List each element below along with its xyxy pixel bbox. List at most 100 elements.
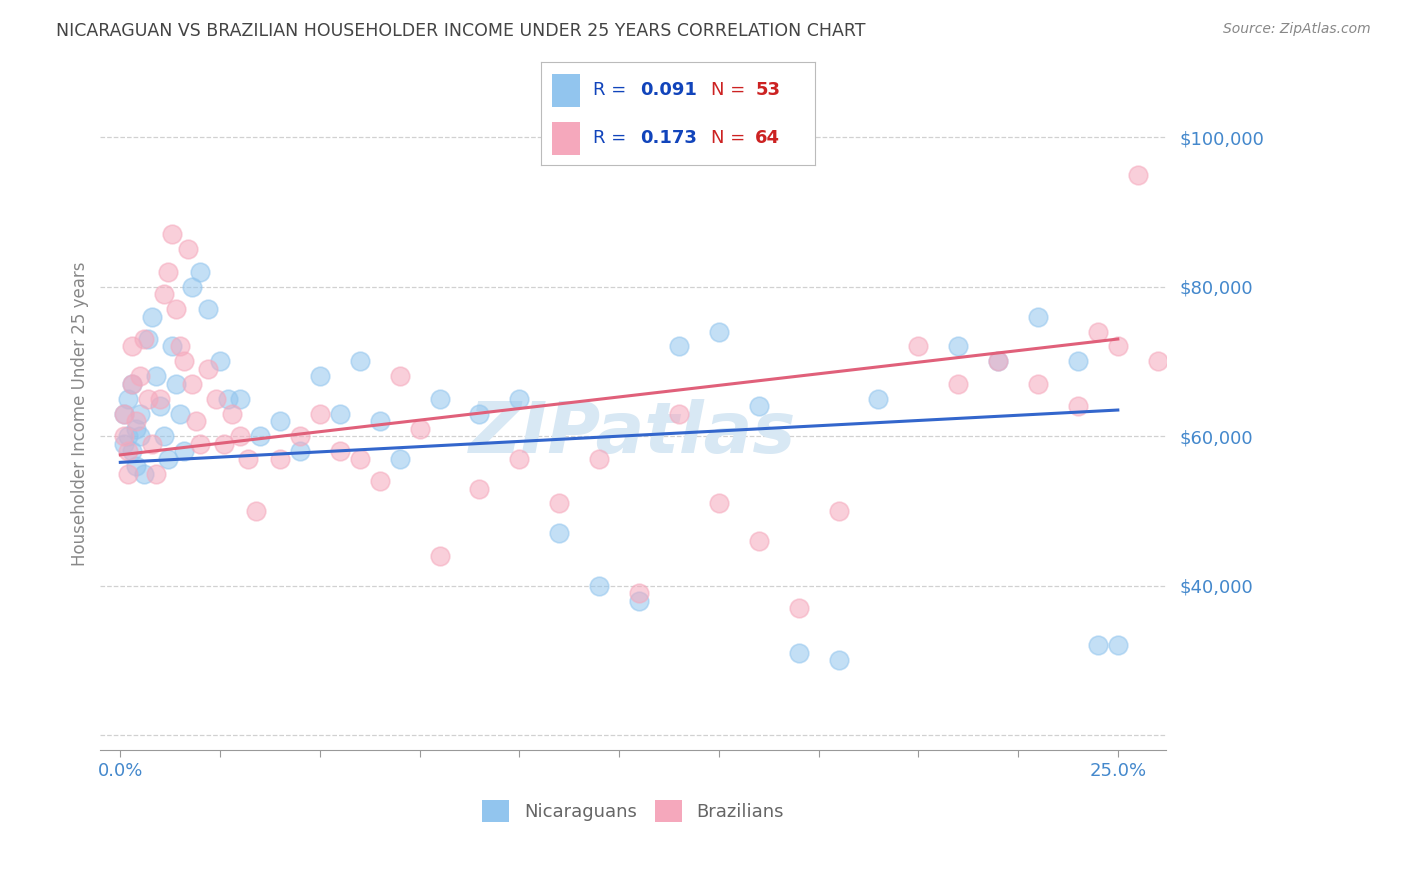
Point <box>129 429 152 443</box>
Point <box>229 392 252 406</box>
Legend: Nicaraguans, Brazilians: Nicaraguans, Brazilians <box>482 800 783 822</box>
Point <box>1246 601 1268 615</box>
Point <box>229 429 252 443</box>
Point <box>245 504 267 518</box>
Point <box>121 339 143 353</box>
Point <box>987 354 1010 368</box>
Point <box>948 376 970 391</box>
Point <box>165 302 187 317</box>
Point <box>707 496 730 510</box>
Point <box>548 526 571 541</box>
Point <box>217 392 239 406</box>
Point <box>134 332 156 346</box>
Point <box>1067 354 1090 368</box>
Point <box>129 369 152 384</box>
Point <box>468 407 491 421</box>
Point <box>707 325 730 339</box>
Point <box>160 227 183 242</box>
Point <box>388 369 411 384</box>
Point <box>368 474 391 488</box>
Point <box>408 422 430 436</box>
Point <box>117 467 139 481</box>
Point <box>588 579 610 593</box>
Point <box>121 376 143 391</box>
Point <box>868 392 890 406</box>
Point <box>145 369 167 384</box>
Point <box>1267 608 1289 623</box>
Point <box>181 279 204 293</box>
Point <box>149 392 172 406</box>
Point <box>1146 354 1168 368</box>
Text: 0.091: 0.091 <box>640 81 697 99</box>
Point <box>388 451 411 466</box>
Point <box>308 369 330 384</box>
Point <box>288 429 311 443</box>
Point <box>269 414 291 428</box>
Point <box>349 354 371 368</box>
Point <box>627 586 650 600</box>
Point <box>121 444 143 458</box>
Y-axis label: Householder Income Under 25 years: Householder Income Under 25 years <box>72 261 89 566</box>
Point <box>1167 265 1189 279</box>
Point <box>827 504 849 518</box>
Point <box>827 653 849 667</box>
Point <box>508 451 530 466</box>
Point <box>169 339 191 353</box>
Point <box>145 467 167 481</box>
Point <box>1087 325 1109 339</box>
Point <box>1126 168 1149 182</box>
Point <box>125 459 148 474</box>
Point <box>1226 586 1249 600</box>
Point <box>205 392 228 406</box>
Text: N =: N = <box>711 81 751 99</box>
Point <box>160 339 183 353</box>
Point <box>188 265 211 279</box>
Point <box>308 407 330 421</box>
Text: N =: N = <box>711 129 751 147</box>
Point <box>668 407 690 421</box>
Point <box>787 646 810 660</box>
Point <box>329 444 352 458</box>
Text: 64: 64 <box>755 129 780 147</box>
Point <box>169 407 191 421</box>
Text: R =: R = <box>593 129 633 147</box>
FancyBboxPatch shape <box>553 122 579 155</box>
Point <box>165 376 187 391</box>
Point <box>1067 399 1090 413</box>
Point <box>668 339 690 353</box>
Point <box>748 533 770 548</box>
Text: NICARAGUAN VS BRAZILIAN HOUSEHOLDER INCOME UNDER 25 YEARS CORRELATION CHART: NICARAGUAN VS BRAZILIAN HOUSEHOLDER INCO… <box>56 22 866 40</box>
Point <box>368 414 391 428</box>
Point <box>269 451 291 466</box>
Point <box>948 339 970 353</box>
Point <box>349 451 371 466</box>
Point <box>907 339 929 353</box>
Point <box>1107 339 1129 353</box>
Point <box>1087 639 1109 653</box>
Point <box>188 436 211 450</box>
Point <box>149 399 172 413</box>
Point <box>112 407 135 421</box>
Point <box>129 407 152 421</box>
Text: Source: ZipAtlas.com: Source: ZipAtlas.com <box>1223 22 1371 37</box>
Text: 0.173: 0.173 <box>640 129 697 147</box>
Point <box>153 287 176 301</box>
Point <box>117 444 139 458</box>
FancyBboxPatch shape <box>553 74 579 106</box>
Point <box>197 362 219 376</box>
Point <box>236 451 259 466</box>
Point <box>1107 639 1129 653</box>
Point <box>329 407 352 421</box>
Point <box>173 354 195 368</box>
Point <box>112 436 135 450</box>
Point <box>1187 541 1209 556</box>
Point <box>112 407 135 421</box>
Point <box>177 243 200 257</box>
Point <box>1026 376 1049 391</box>
Text: ZIPatlas: ZIPatlas <box>470 400 797 468</box>
Point <box>197 302 219 317</box>
Point <box>249 429 271 443</box>
Point <box>136 392 159 406</box>
Text: 53: 53 <box>755 81 780 99</box>
Point <box>141 436 163 450</box>
